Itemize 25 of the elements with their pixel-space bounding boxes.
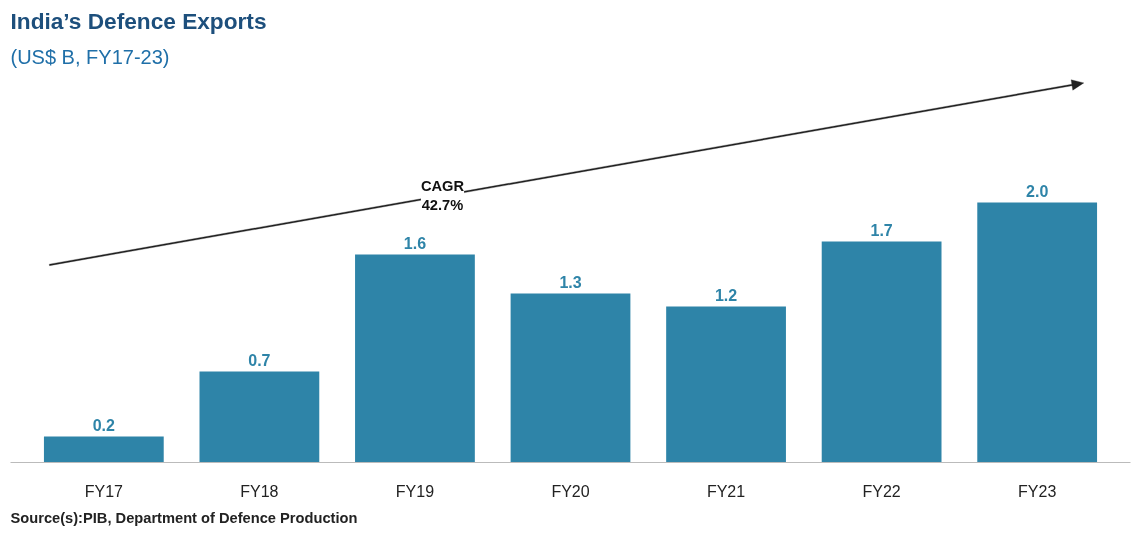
bar <box>821 241 942 463</box>
data-label: 1.2 <box>714 286 738 304</box>
bar <box>666 306 786 463</box>
chart-subtitle: (US$ B, FY17-23) <box>10 45 170 68</box>
bar <box>977 202 1098 463</box>
bar <box>43 436 164 463</box>
x-tick-label: FY21 <box>706 482 746 500</box>
x-tick-label: FY17 <box>84 482 124 500</box>
x-tick-label: FY18 <box>240 482 279 500</box>
x-tick-label: FY22 <box>862 482 901 500</box>
data-label: 2.0 <box>1026 182 1049 200</box>
bar <box>355 254 475 463</box>
chart-title: India’s Defence Exports <box>10 7 267 34</box>
data-label: 1.7 <box>870 221 893 239</box>
bar <box>510 293 631 463</box>
data-label: 1.3 <box>559 273 582 291</box>
data-label: 1.6 <box>403 234 427 252</box>
data-label: 0.7 <box>248 351 271 369</box>
annotation: CAGR 42.7% <box>420 178 465 214</box>
data-label: 0.2 <box>92 416 116 434</box>
x-tick-label: FY23 <box>1018 482 1057 500</box>
x-tick-label: FY20 <box>551 482 590 500</box>
source-note: Source(s):PIB, Department of Defence Production <box>10 509 358 526</box>
bar <box>199 371 320 463</box>
x-tick-label: FY19 <box>395 482 435 500</box>
